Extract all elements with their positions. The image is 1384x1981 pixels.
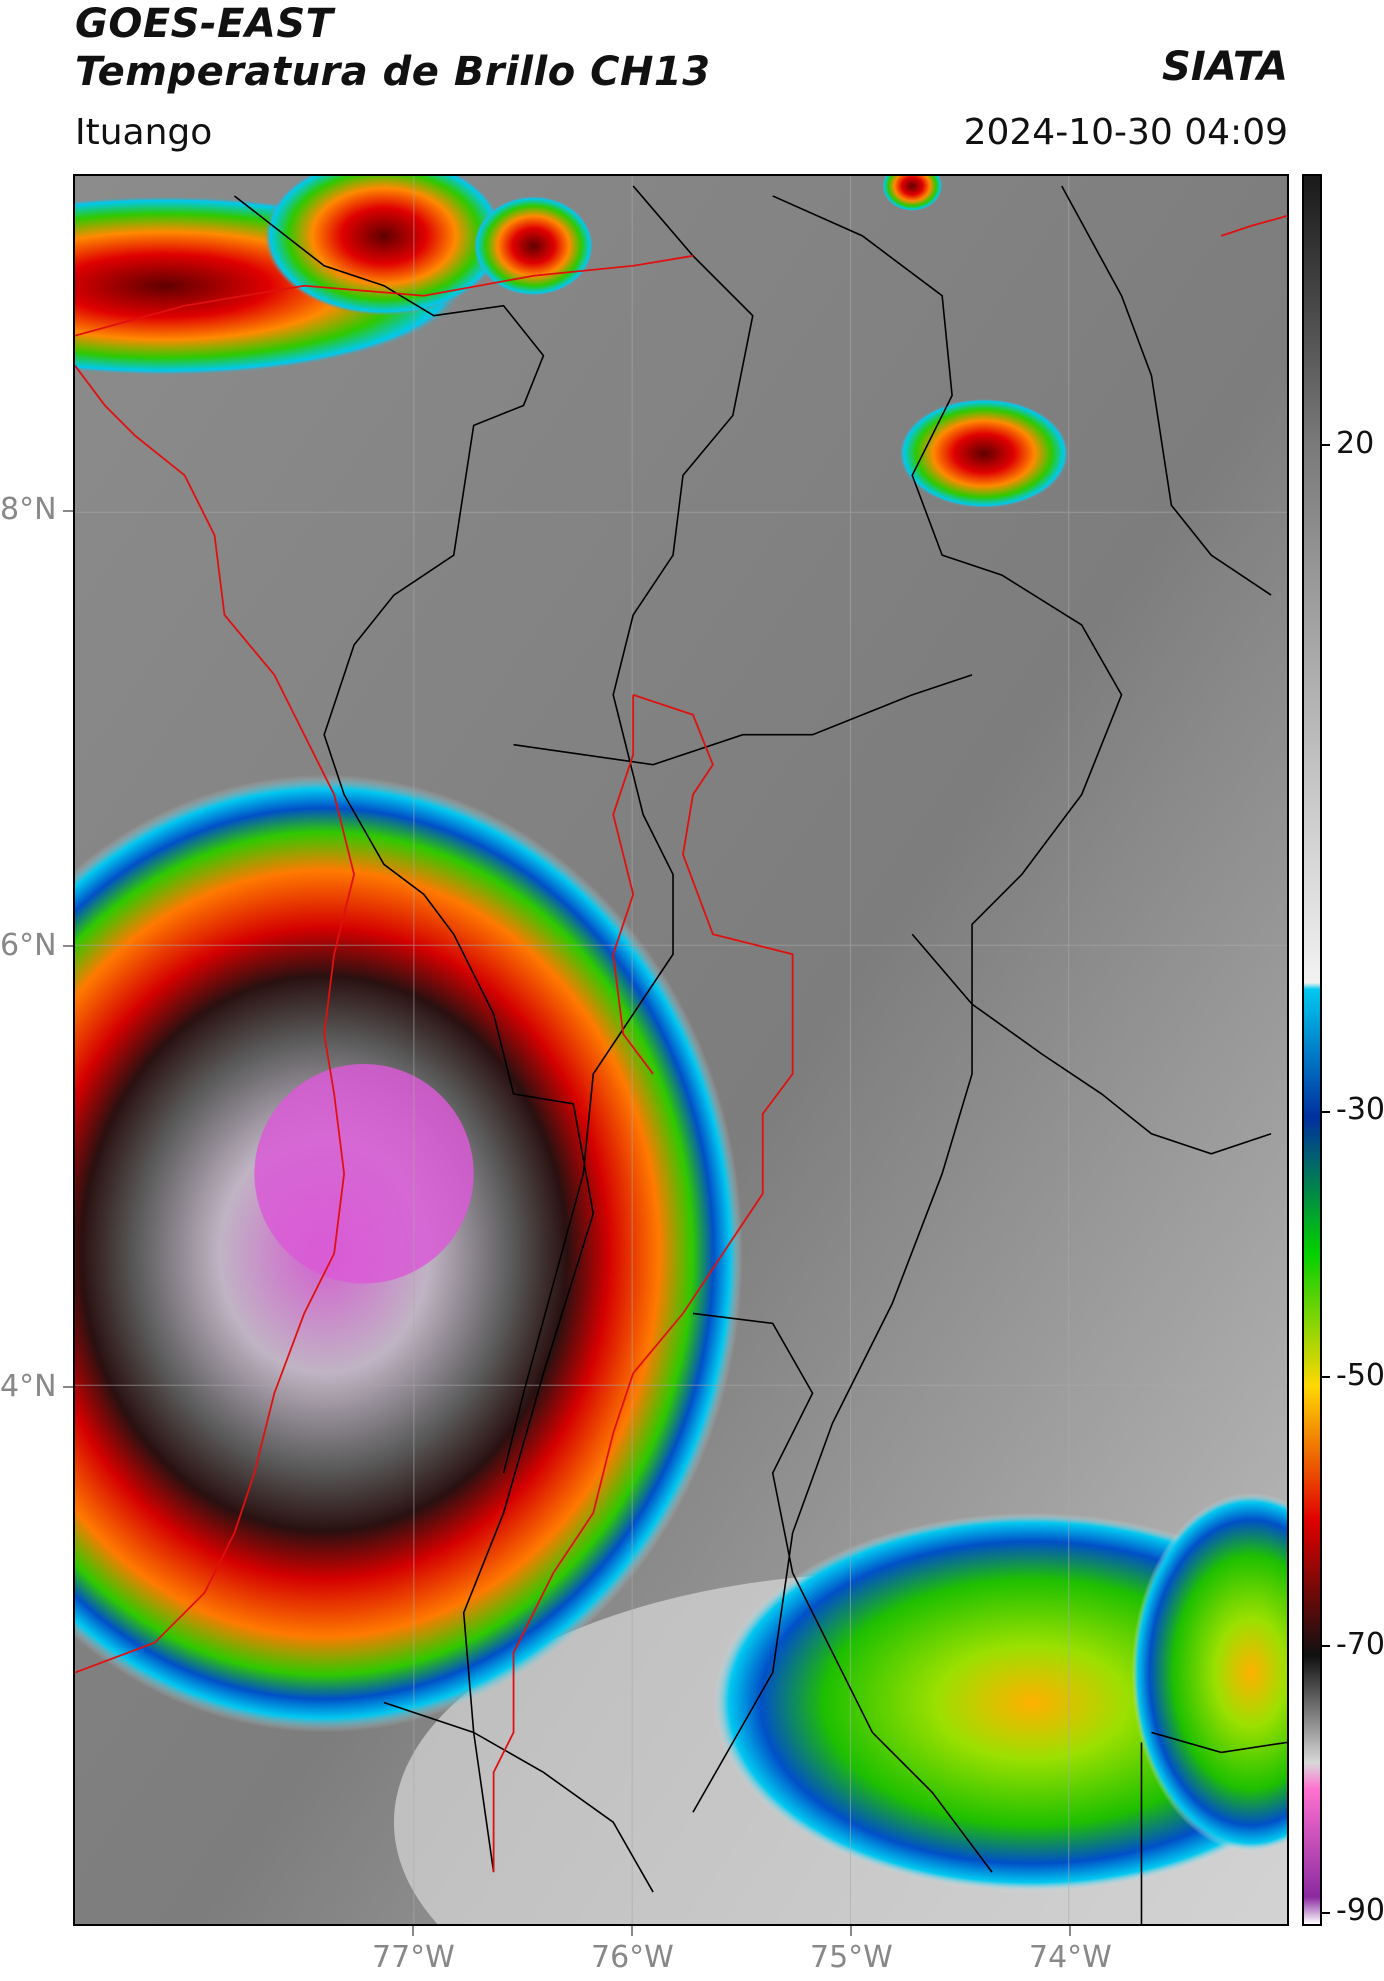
colorbar [1302,174,1322,1926]
graticule [75,176,1287,1924]
datetime-label: 2024-10-30 04:09 [963,112,1288,153]
lat-label-4: 4°N [0,1369,57,1404]
colorbar-tick-20 [1322,444,1330,446]
lat-tick-8 [63,510,73,512]
highlighted-boundaries [75,215,1287,1873]
admin-borders [233,185,1287,1924]
colorbar-label-minus50: -50 [1336,1358,1384,1393]
colorbar-label-20: 20 [1336,426,1375,461]
colorbar-label-minus30: -30 [1336,1092,1384,1127]
lon-tick-77 [412,1926,414,1936]
lon-label-74: 74°W [1029,1940,1112,1975]
colorbar-tick-minus90 [1322,1912,1330,1914]
lon-tick-74 [1069,1926,1071,1936]
title-block: GOES-EAST Temperatura de Brillo CH13 [75,0,711,96]
lon-label-75: 75°W [810,1940,893,1975]
lat-tick-6 [63,945,73,947]
satellite-map[interactable] [73,174,1289,1926]
lon-label-76: 76°W [591,1940,674,1975]
title-line2: Temperatura de Brillo CH13 [75,49,711,95]
lat-tick-4 [63,1386,73,1388]
colorbar-tick-minus50 [1322,1376,1330,1378]
lon-tick-75 [850,1926,852,1936]
lon-label-77: 77°W [372,1940,455,1975]
lat-label-6: 6°N [0,928,57,963]
colorbar-label-minus70: -70 [1336,1627,1384,1662]
organization-label: SIATA [1162,44,1288,90]
colorbar-label-minus90: -90 [1336,1893,1384,1928]
lat-label-8: 8°N [0,492,57,527]
colorbar-tick-minus70 [1322,1645,1330,1647]
colorbar-tick-minus30 [1322,1111,1330,1113]
title-line1: GOES-EAST [75,1,334,47]
map-canvas [75,176,1287,1924]
location-label: Ituango [75,112,213,153]
lon-tick-76 [631,1926,633,1936]
